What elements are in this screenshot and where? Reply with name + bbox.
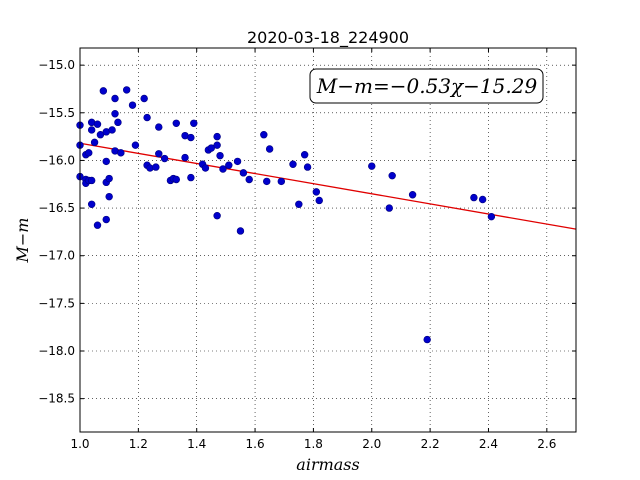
y-tick-labels: −15.0 −15.5 −16.0 −16.5 −17.0 −17.5 −18.0 −18.5 <box>38 58 75 405</box>
plot-frame <box>79 47 577 433</box>
x-tick-label: 2.2 <box>421 437 440 451</box>
data-point <box>87 200 96 208</box>
y-tick-label: −17.0 <box>38 249 75 263</box>
data-point <box>408 191 417 199</box>
data-point <box>99 87 108 95</box>
data-point <box>312 188 321 196</box>
data-point <box>265 145 274 153</box>
data-point <box>105 174 113 183</box>
data-point <box>87 126 96 134</box>
data-point <box>114 118 122 127</box>
data-point <box>93 221 102 229</box>
data-point <box>128 101 137 109</box>
data-point <box>289 160 297 168</box>
plot-area <box>80 48 576 432</box>
x-tick-label: 1.8 <box>304 437 323 451</box>
y-tick-label: −15.5 <box>38 106 75 120</box>
x-tick-label: 2.0 <box>362 437 381 451</box>
data-point <box>131 141 140 149</box>
y-tick-label: −17.5 <box>38 296 75 310</box>
data-point <box>423 335 431 344</box>
x-tick-labels: 1.0 1.2 1.4 1.6 1.8 2.0 2.2 2.4 2.6 <box>70 437 556 451</box>
x-tick-label: 2.4 <box>479 437 498 451</box>
data-point <box>470 193 478 202</box>
data-point <box>155 123 163 131</box>
data-point <box>263 177 271 186</box>
data-point <box>260 131 268 139</box>
chart-title: 2020-03-18_224900 <box>247 28 409 48</box>
data-point <box>478 195 487 204</box>
data-point <box>295 200 303 208</box>
data-point <box>315 196 323 205</box>
data-point <box>143 113 151 122</box>
data-point <box>93 120 102 128</box>
data-point <box>96 131 105 139</box>
grid-lines <box>79 48 576 432</box>
data-point <box>117 149 125 157</box>
y-tick-label: −16.5 <box>38 201 75 215</box>
data-point <box>213 132 221 141</box>
data-point <box>172 175 180 184</box>
data-point <box>207 144 215 152</box>
y-tick-label: −15.0 <box>38 58 75 72</box>
y-tick-label: −16.0 <box>38 153 75 167</box>
data-point <box>172 119 180 127</box>
data-point <box>201 164 210 172</box>
x-tick-label: 1.2 <box>129 437 148 451</box>
data-point <box>277 177 286 186</box>
data-point <box>140 94 148 103</box>
equation-label: M−m=−0.53χ−15.29 <box>316 74 538 98</box>
data-point <box>233 157 242 166</box>
data-point <box>487 212 496 221</box>
data-point <box>160 154 169 163</box>
x-tick-label: 1.6 <box>246 437 265 451</box>
axis-ticks <box>79 48 576 432</box>
data-point <box>190 119 198 127</box>
data-point <box>368 162 376 170</box>
x-tick-label: 1.4 <box>187 437 206 451</box>
data-point <box>90 138 99 147</box>
data-point <box>225 161 233 169</box>
data-point <box>239 169 248 177</box>
data-point <box>102 215 110 224</box>
data-point <box>388 171 396 180</box>
data-point <box>87 176 96 185</box>
data-point <box>102 157 110 166</box>
data-point <box>216 151 224 160</box>
y-axis-label: M−m <box>13 218 32 264</box>
x-tick-label: 2.6 <box>537 437 556 451</box>
data-point <box>181 153 189 162</box>
data-point <box>111 94 119 103</box>
data-point <box>300 151 309 159</box>
data-point <box>187 173 195 182</box>
y-tick-label: −18.5 <box>38 392 75 406</box>
data-point <box>122 86 131 94</box>
data-point <box>152 163 160 171</box>
equation-box: M−m=−0.53χ−15.29 <box>309 68 544 104</box>
data-point <box>303 163 312 171</box>
y-tick-label: −18.0 <box>38 344 75 358</box>
data-point <box>213 141 221 149</box>
data-point <box>108 126 116 134</box>
data-point <box>187 133 195 142</box>
data-point <box>236 227 245 235</box>
data-point <box>245 175 253 184</box>
equation-frame <box>309 68 544 104</box>
data-point <box>213 212 221 220</box>
data-point <box>155 150 163 158</box>
x-tick-label: 1.0 <box>70 437 89 451</box>
data-point <box>385 204 393 212</box>
data-point <box>219 165 227 173</box>
data-point <box>85 149 93 157</box>
data-points <box>76 86 496 344</box>
data-point <box>111 110 119 118</box>
data-point <box>105 192 113 201</box>
x-axis-label: airmass <box>296 455 359 474</box>
